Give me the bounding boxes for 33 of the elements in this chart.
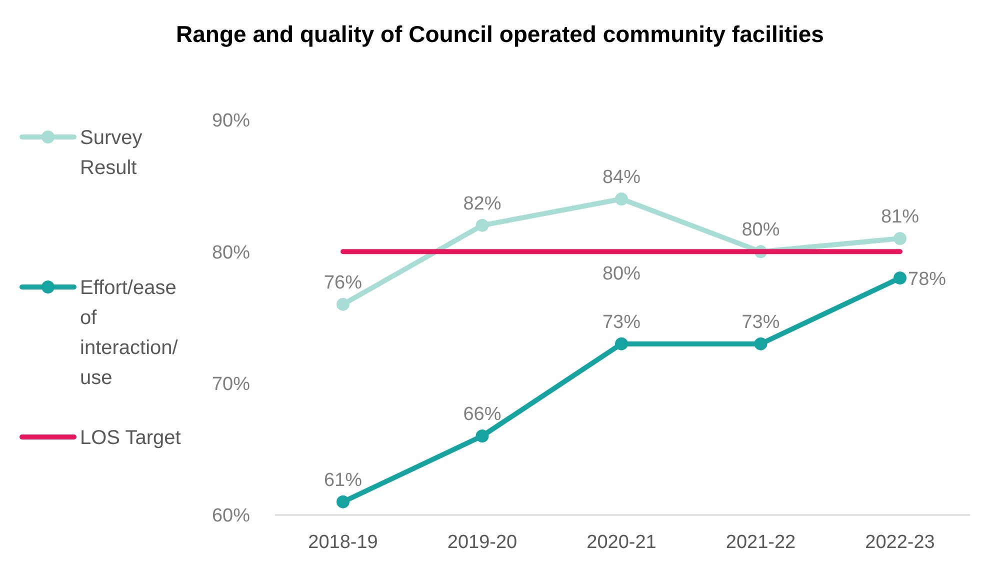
x-tick-label: 2018-19 [308,532,378,553]
point [894,232,906,245]
data-label: 84% [602,167,641,188]
data-label: 81% [880,206,920,228]
x-tick-label: 2022-23 [865,532,935,553]
chart-title: Range and quality of Council operated community facilities [176,21,824,47]
data-label: 73% [742,312,780,333]
legend-label: Survey Result [80,127,142,179]
y-tick-label: 90% [212,110,250,132]
x-tick-label: 2019-20 [447,532,518,553]
point [894,272,906,284]
data-label: 61% [324,470,362,491]
x-tick-label: 2020-21 [586,532,656,553]
data-label: 76% [324,272,362,294]
point [476,430,489,442]
point [476,218,489,232]
point [754,337,768,350]
data-label: 78% [908,269,946,290]
data-label: 73% [602,312,641,333]
point [336,298,350,311]
point [615,192,628,206]
data-label: 66% [463,404,502,425]
y-tick-label: 60% [212,506,250,527]
data-label: 80% [602,264,641,285]
data-label: 82% [463,193,502,214]
point [615,337,628,350]
data-label: 80% [742,220,780,241]
legend-label: LOS Target [80,427,182,449]
y-tick-label: 70% [212,374,250,395]
legend-label: Effort/ease of interaction/ use [80,277,178,389]
point [336,495,350,508]
x-tick-label: 2021-22 [726,532,796,553]
y-tick-label: 80% [212,242,250,264]
